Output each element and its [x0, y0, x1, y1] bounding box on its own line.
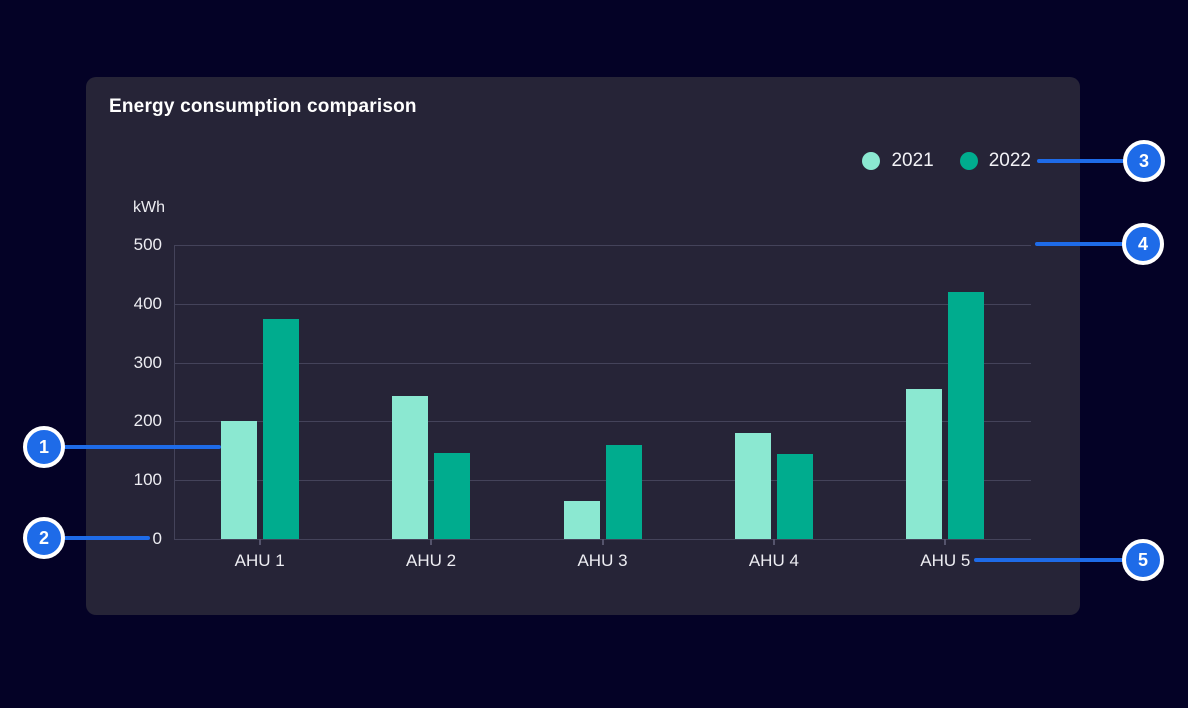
y-axis-unit-label: kWh [133, 199, 165, 216]
x-axis-label: AHU 3 [577, 551, 628, 570]
bar-2021-ahu-5[interactable] [906, 389, 943, 539]
x-axis-tick [772, 539, 775, 545]
x-axis-tick [430, 539, 433, 545]
callout-4-number: 4 [1137, 233, 1148, 254]
callout-1-number: 1 [38, 436, 49, 457]
callout-1-line [63, 445, 221, 449]
callout-marker-3: 3 [1123, 140, 1165, 182]
x-axis-label: AHU 1 [234, 551, 285, 570]
legend: 2021 2022 [862, 147, 1031, 175]
y-axis-tick-label: 200 [133, 411, 162, 431]
legend-label-2021: 2021 [891, 150, 934, 171]
legend-dot-2021-icon [862, 152, 881, 170]
callout-marker-1: 1 [23, 426, 65, 468]
callout-5-line [974, 558, 1126, 562]
callout-4-line [1035, 242, 1126, 246]
callout-2-line [63, 536, 150, 540]
bar-2021-ahu-1[interactable] [220, 421, 257, 539]
bar-2022-ahu-1[interactable] [262, 318, 299, 539]
bar-2022-ahu-4[interactable] [776, 453, 813, 539]
legend-dot-2022-icon [959, 152, 978, 170]
y-axis-tick-label: 500 [133, 235, 162, 254]
callout-3-number: 3 [1138, 150, 1149, 171]
y-axis-tick-label: 100 [133, 470, 162, 490]
callout-marker-2: 2 [23, 517, 65, 559]
callout-5-number: 5 [1137, 549, 1148, 570]
x-axis-label: AHU 2 [406, 551, 457, 570]
x-axis-label: AHU 5 [920, 551, 971, 570]
gridline [174, 421, 1031, 423]
legend-item-2022[interactable]: 2022 [959, 150, 1031, 172]
bar-2022-ahu-2[interactable] [434, 453, 471, 539]
legend-item-2021[interactable]: 2021 [862, 150, 934, 172]
gridline [174, 480, 1031, 482]
x-axis-tick [258, 539, 261, 545]
legend-label-2022: 2022 [988, 150, 1031, 171]
x-axis-tick [601, 539, 604, 545]
gridline [174, 362, 1031, 364]
chart-title: Energy consumption comparison [109, 96, 417, 117]
bar-2021-ahu-4[interactable] [734, 433, 771, 539]
x-axis-label: AHU 4 [748, 551, 799, 570]
bar-2021-ahu-2[interactable] [392, 396, 429, 539]
bar-2021-ahu-3[interactable] [563, 501, 600, 539]
callout-marker-5: 5 [1122, 539, 1164, 581]
gridline [174, 245, 1031, 246]
callout-marker-4: 4 [1122, 223, 1164, 265]
x-axis-tick [944, 539, 947, 545]
y-axis-tick-label: 300 [133, 352, 162, 372]
y-axis-line [174, 245, 175, 539]
bar-2022-ahu-5[interactable] [948, 292, 985, 539]
callout-3-line [1037, 159, 1127, 163]
bar-2022-ahu-3[interactable] [605, 444, 642, 539]
gridline [174, 303, 1031, 305]
y-axis-tick-label: 400 [133, 293, 162, 313]
y-axis-tick-label: 0 [152, 529, 162, 548]
callout-2-number: 2 [38, 527, 49, 548]
